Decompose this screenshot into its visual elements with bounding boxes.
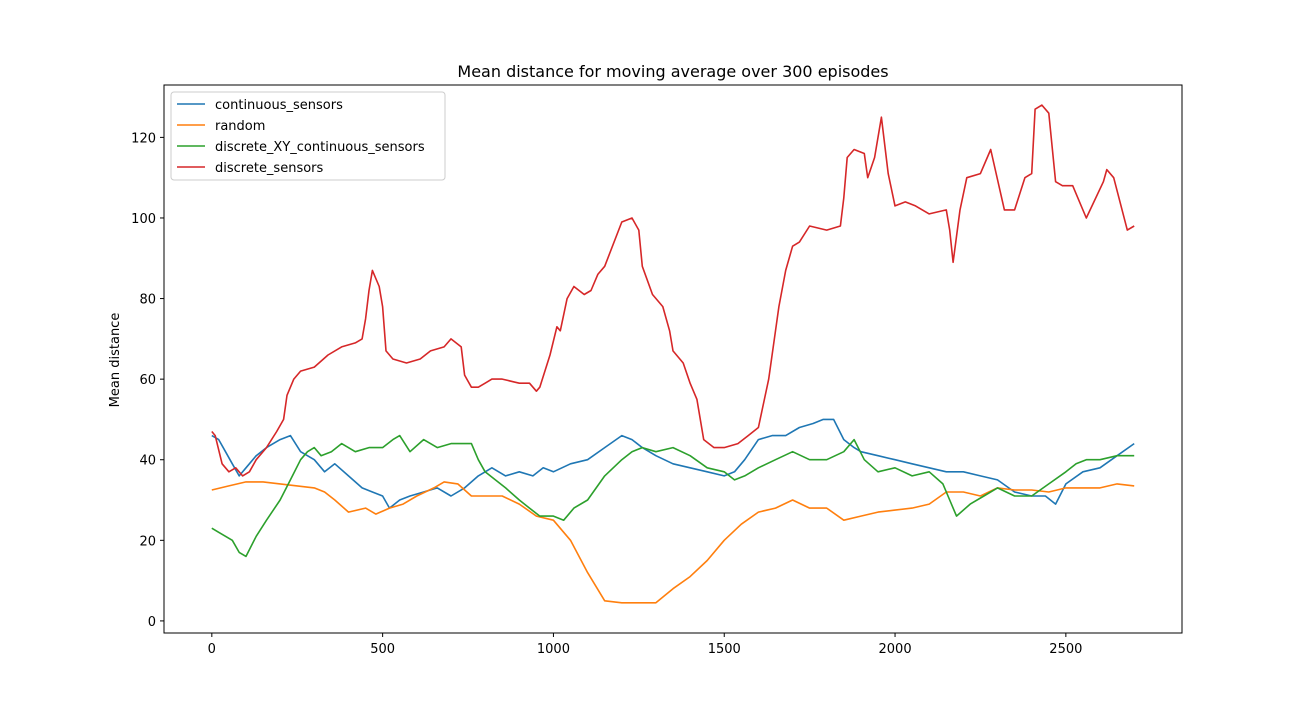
series-line-continuous-sensors	[211, 418, 1135, 509]
x-tick-label: 2500	[1049, 642, 1082, 657]
axes: 0 500 1000 1500 2000 2500 0 20 40 60 80 100 120	[131, 84, 1183, 657]
y-tick-label: 80	[139, 293, 156, 308]
x-tick-label: 0	[208, 642, 216, 657]
x-tick-label: 1500	[708, 642, 741, 657]
x-tick-label: 2000	[879, 642, 912, 657]
y-axis-label: Mean distance	[108, 313, 123, 408]
y-tick-label: 60	[139, 373, 156, 388]
x-tick-label: 1000	[537, 642, 570, 657]
series-line-discrete-sensors	[211, 104, 1135, 477]
series-layer	[211, 104, 1135, 604]
y-tick-label: 20	[139, 534, 156, 549]
legend-label: random	[215, 119, 265, 134]
plot-frame	[163, 84, 1183, 634]
chart-title: Mean distance for moving average over 30…	[457, 62, 888, 81]
series-line-discrete-XY-continuous-sensors	[211, 434, 1135, 558]
y-tick-label: 100	[131, 212, 156, 227]
legend-box	[170, 91, 446, 181]
legend-label: discrete_sensors	[215, 161, 324, 176]
y-tick-label: 40	[139, 454, 156, 469]
legend-label: continuous_sensors	[215, 98, 343, 113]
y-tick-label: 0	[148, 615, 156, 630]
legend-label: discrete_XY_continuous_sensors	[215, 140, 425, 155]
series-line-random	[211, 481, 1135, 604]
y-tick-label: 120	[131, 131, 156, 146]
x-tick-label: 500	[370, 642, 395, 657]
